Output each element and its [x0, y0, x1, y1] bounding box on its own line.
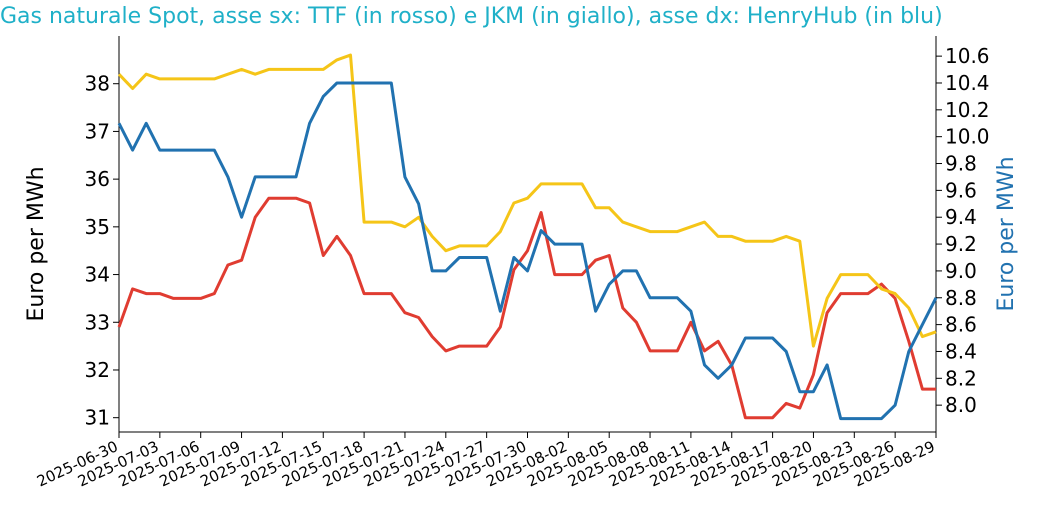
left-tick-label: 32 — [85, 358, 110, 382]
right-tick-label: 9.6 — [945, 178, 977, 202]
right-tick-label: 9.2 — [945, 232, 977, 256]
left-tick-label: 33 — [85, 310, 110, 334]
right-tick-label: 10.2 — [945, 98, 990, 122]
right-tick-label: 8.2 — [945, 366, 977, 390]
series-line-ttf — [117, 196, 936, 420]
right-tick-label: 10.4 — [945, 71, 990, 95]
right-tick-label: 8.8 — [945, 286, 977, 310]
right-tick-label: 9.4 — [945, 205, 977, 229]
series-line-jkm — [117, 53, 937, 348]
right-tick-label: 9.0 — [945, 259, 977, 283]
right-tick-label: 9.8 — [945, 152, 977, 176]
right-tick-label: 10.6 — [945, 44, 990, 68]
left-tick-label: 34 — [85, 263, 110, 287]
left-tick-label: 31 — [85, 406, 110, 430]
right-tick-label: 10.0 — [945, 125, 990, 149]
right-tick-label: 8.0 — [945, 393, 977, 417]
chart-title: Gas naturale Spot, asse sx: TTF (in ross… — [0, 4, 943, 29]
left-tick-label: 37 — [85, 119, 110, 143]
left-tick-label: 35 — [85, 215, 110, 239]
left-tick-label: 38 — [85, 72, 110, 96]
left-tick-label: 36 — [85, 167, 110, 191]
series-line-henryhub — [117, 81, 938, 421]
right-tick-label: 8.6 — [945, 313, 977, 337]
left-axis-label: Euro per MWh — [24, 166, 49, 321]
right-axis-label: Euro per MWh — [994, 156, 1019, 311]
right-tick-label: 8.4 — [945, 339, 977, 363]
